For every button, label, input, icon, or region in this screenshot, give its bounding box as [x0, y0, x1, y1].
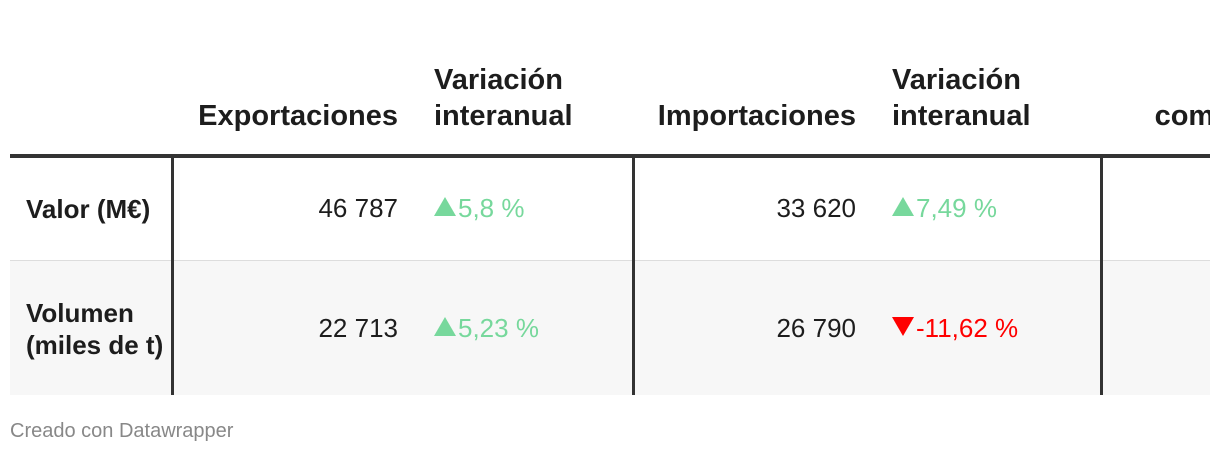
- cell-variacion-import: 7,49 %: [866, 156, 1101, 260]
- cell-saldo: 13: [1099, 156, 1210, 260]
- table-row: Volumen (miles de t) 22 713 5,23 % 26 79…: [10, 260, 1210, 395]
- cell-variacion-export: 5,8 %: [408, 156, 633, 260]
- cell-variacion-export-value: 5,23 %: [458, 313, 539, 344]
- header-saldo-comercial: Saldo comercial: [1101, 0, 1210, 158]
- header-variacion-import: Variación interanual: [866, 0, 1101, 158]
- triangle-down-icon: [892, 317, 914, 337]
- cell-variacion-export-value: 5,8 %: [458, 193, 525, 224]
- table-row: Valor (M€) 46 787 5,8 % 33 620 7,49 % 13: [10, 156, 1210, 260]
- cell-variacion-import: -11,62 %: [866, 260, 1101, 395]
- triangle-up-icon: [434, 197, 456, 217]
- cell-variacion-import-value: -11,62 %: [916, 313, 1019, 344]
- table-header-row: Exportaciones Variación interanual Impor…: [10, 0, 1210, 158]
- cell-variacion-import-value: 7,49 %: [916, 193, 997, 224]
- cell-importaciones: 33 620: [631, 156, 866, 260]
- triangle-up-icon: [434, 317, 456, 337]
- header-exportaciones: Exportaciones: [172, 0, 408, 158]
- cell-exportaciones: 46 787: [170, 156, 408, 260]
- cell-exportaciones: 22 713: [170, 260, 408, 395]
- cell-importaciones: 26 790: [631, 260, 866, 395]
- trade-table: Exportaciones Variación interanual Impor…: [10, 0, 1210, 395]
- data-table-container: Exportaciones Variación interanual Impor…: [10, 0, 1210, 395]
- header-variacion-export: Variación interanual: [408, 0, 633, 158]
- header-corner: [10, 0, 172, 158]
- datawrapper-credit: Creado con Datawrapper: [10, 420, 234, 442]
- cell-saldo: –4: [1099, 260, 1210, 395]
- row-label: Valor (M€): [26, 193, 151, 224]
- triangle-up-icon: [892, 197, 914, 217]
- header-importaciones: Importaciones: [633, 0, 866, 158]
- row-label: Volumen (miles de t): [26, 297, 164, 360]
- cell-variacion-export: 5,23 %: [408, 260, 633, 395]
